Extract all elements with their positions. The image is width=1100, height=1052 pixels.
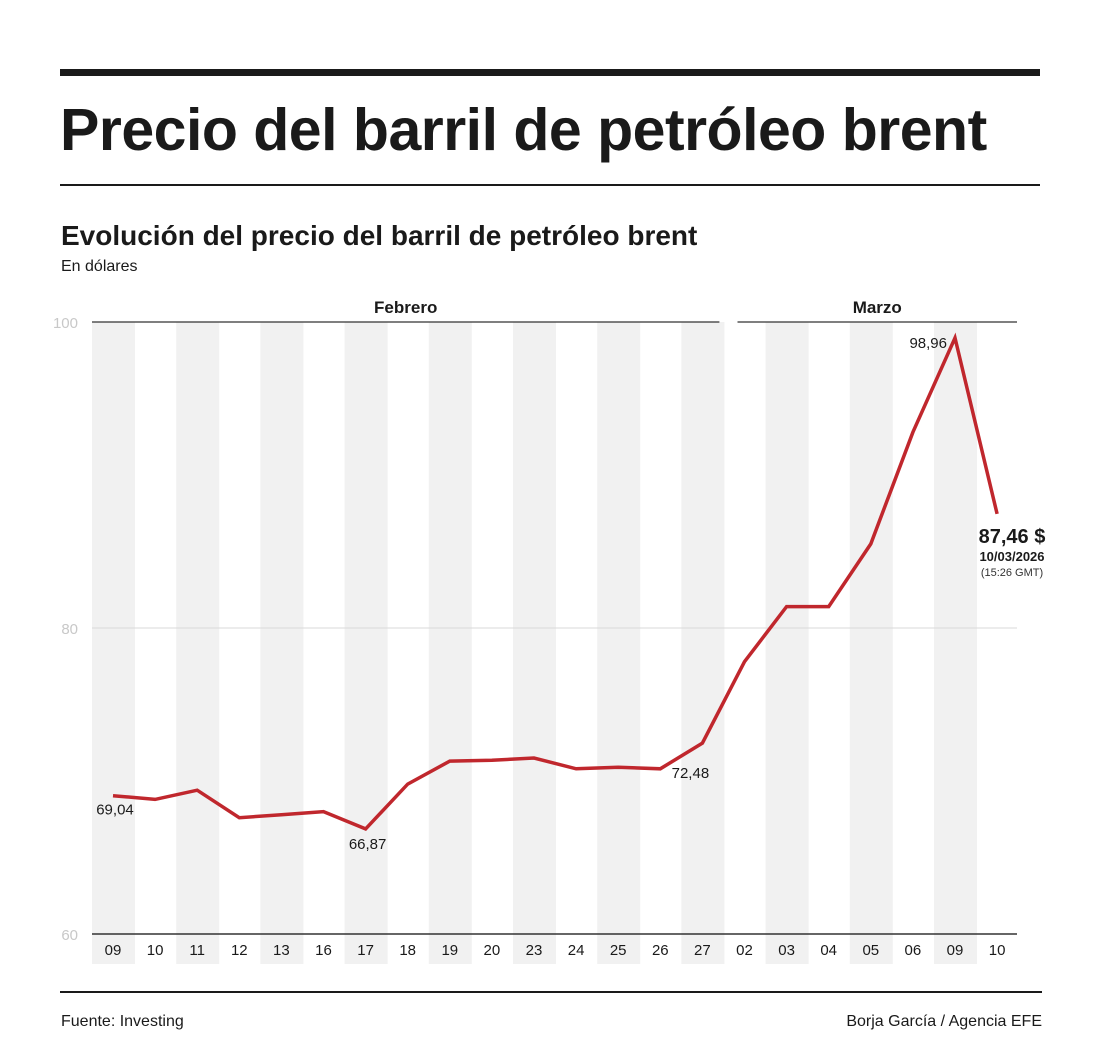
x-tick-label: 23 [526, 942, 543, 959]
series-line-brent [112, 332, 999, 831]
chart-title: Evolución del precio del barril de petró… [61, 220, 698, 251]
x-tick-label: 25 [610, 942, 627, 959]
x-tick-label: 03 [778, 942, 795, 959]
column-band [849, 322, 893, 964]
x-tick-label: 06 [905, 942, 922, 959]
x-tick-label: 24 [568, 942, 585, 959]
column-band [92, 322, 135, 964]
x-tick-label: 27 [694, 942, 711, 959]
x-tick-label: 09 [105, 942, 122, 959]
last-value-label: 87,46 $ [979, 526, 1046, 548]
column-band [597, 322, 641, 964]
last-value-date: 10/03/2026 [979, 549, 1044, 564]
data-label: 98,96 [909, 335, 947, 352]
footer-divider [60, 991, 1042, 993]
x-tick-label: 04 [820, 942, 837, 959]
month-label: Marzo [853, 298, 902, 317]
column-band [176, 322, 220, 964]
column-band [344, 322, 388, 964]
x-tick-label: 26 [652, 942, 669, 959]
x-tick-label: 19 [441, 942, 458, 959]
column-band [681, 322, 725, 964]
column-band [934, 322, 977, 964]
x-tick-label: 17 [357, 942, 374, 959]
last-value-time: (15:26 GMT) [981, 567, 1043, 579]
x-tick-label: 12 [231, 942, 248, 959]
x-tick-label: 10 [147, 942, 164, 959]
x-tick-label: 10 [989, 942, 1006, 959]
x-tick-label: 09 [947, 942, 964, 959]
y-tick-label: 60 [61, 927, 78, 944]
credit-text: Borja García / Agencia EFE [846, 1013, 1042, 1030]
page-title: Precio del barril de petróleo brent [60, 97, 987, 163]
title-divider [60, 184, 1040, 186]
data-label: 72,48 [672, 765, 710, 782]
x-tick-label: 16 [315, 942, 332, 959]
chart-unit: En dólares [61, 258, 138, 275]
month-label: Febrero [374, 298, 437, 317]
column-band [513, 322, 556, 964]
column-band [260, 322, 304, 964]
y-tick-label: 80 [61, 621, 78, 638]
x-tick-label: 20 [484, 942, 501, 959]
x-tick-label: 18 [399, 942, 416, 959]
column-band [428, 322, 472, 964]
source-text: Fuente: Investing [61, 1013, 184, 1030]
x-tick-label: 02 [736, 942, 753, 959]
column-band [765, 322, 809, 964]
data-label: 66,87 [349, 836, 387, 853]
y-tick-label: 100 [53, 315, 78, 332]
x-tick-label: 11 [189, 942, 205, 959]
x-tick-label: 13 [273, 942, 290, 959]
data-label: 69,04 [96, 802, 134, 819]
x-tick-label: 05 [862, 942, 879, 959]
top-rule [60, 69, 1040, 76]
